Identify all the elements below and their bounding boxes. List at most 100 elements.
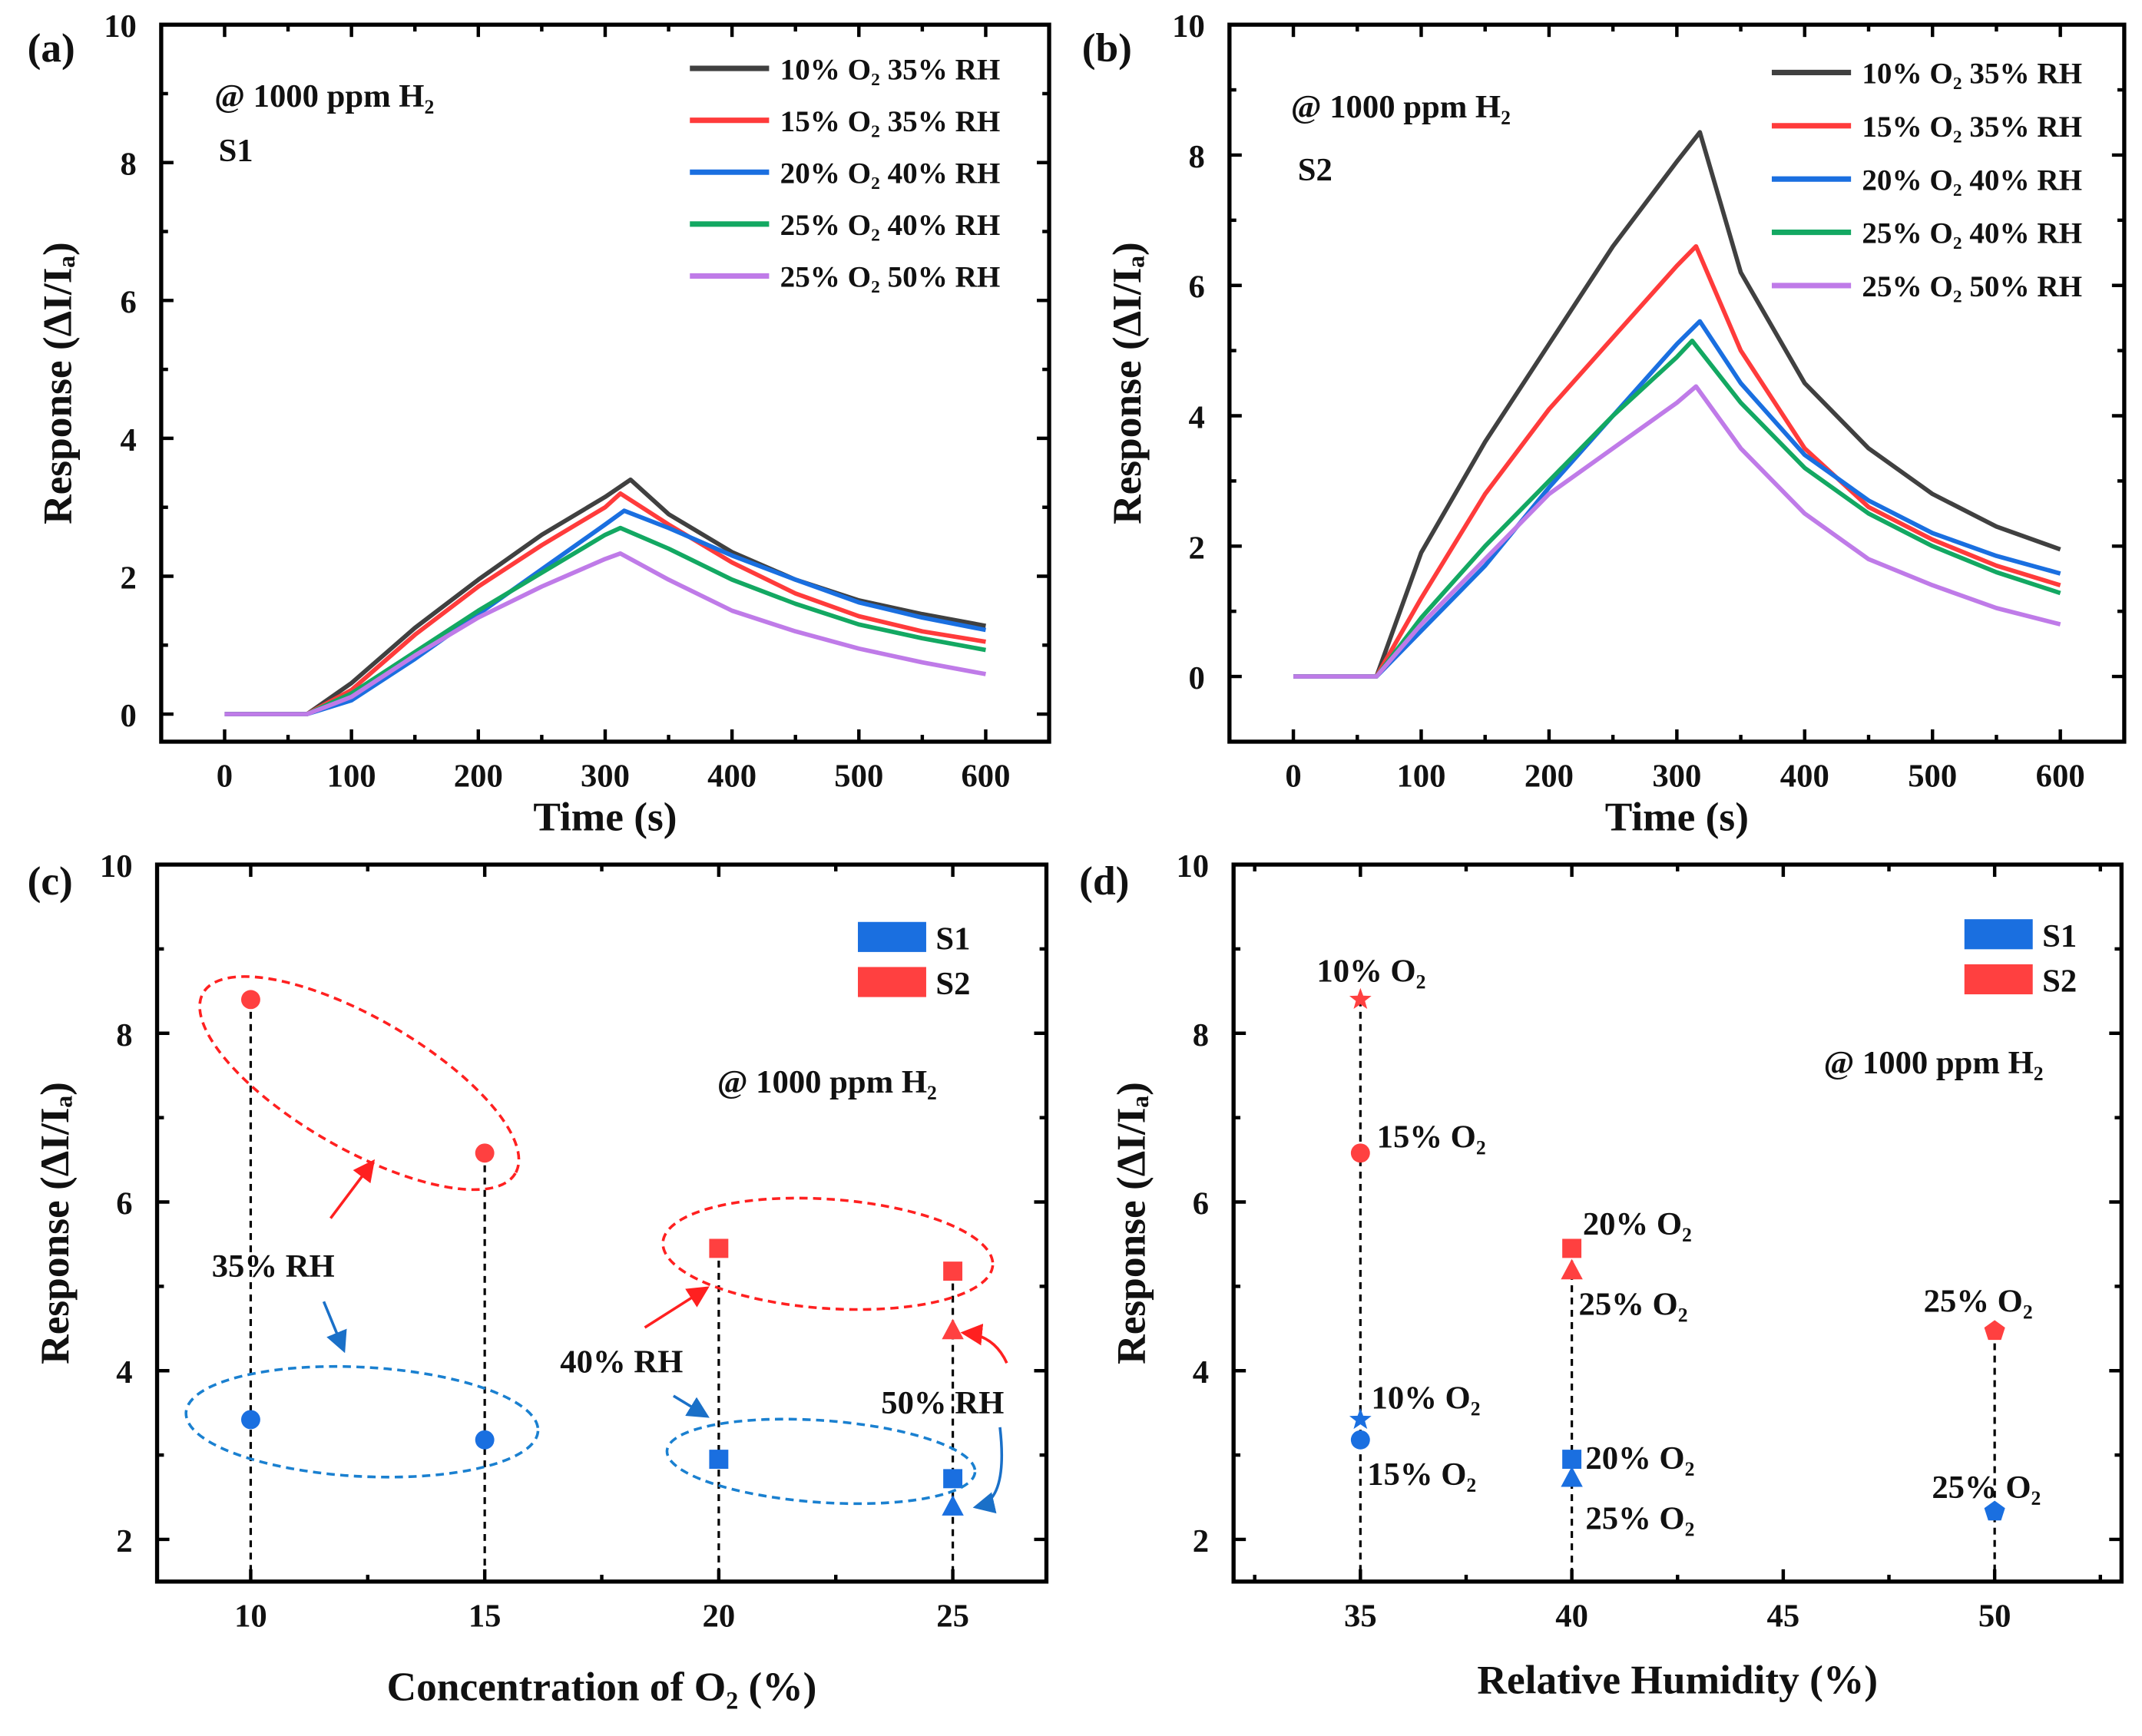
y-tick-label: 8 [1188, 139, 1204, 175]
y-tick-label: 4 [1193, 1354, 1209, 1390]
annotation-text: 40% RH [560, 1344, 683, 1381]
arrow-icon [960, 1324, 1008, 1364]
legend-label: 10% O₂ 35% RH [1862, 58, 2082, 91]
legend-label: 20% O₂ 40% RH [1862, 164, 2082, 197]
marker-square [709, 1238, 729, 1258]
marker-square [943, 1261, 963, 1281]
y-axis-label: Response (ΔI/Iₐ) [1108, 1082, 1154, 1364]
arrow-icon [672, 1394, 710, 1418]
legend-label: 25% O₂ 50% RH [780, 261, 1001, 294]
marker-triangle [942, 1495, 964, 1516]
legend-label: S2 [935, 966, 970, 1002]
point-label: 10% O₂ [1372, 1381, 1481, 1417]
panel-label: (a) [28, 25, 75, 71]
x-tick-label: 200 [1525, 759, 1574, 795]
panel-b: (b) 0 100 200 300 400 500 600 0 2 4 6 8 10 Time (s) Res… [1082, 8, 2127, 840]
legend-label: 25% O₂ 40% RH [1862, 217, 2082, 250]
series-line [1293, 130, 2061, 679]
annotation-text: S1 [219, 133, 253, 169]
arrow-icon [644, 1286, 710, 1329]
x-tick-label: 45 [1767, 1599, 1800, 1635]
x-tick-label: 400 [707, 759, 756, 795]
x-tick-label: 300 [1652, 759, 1701, 795]
x-tick-label: 300 [581, 759, 630, 795]
x-tick-label: 100 [327, 759, 376, 795]
series-line [1293, 319, 2061, 679]
panel-d: (d) 35 40 45 50 2 4 6 8 10 Relative Humidity (%) Re… [1079, 848, 2124, 1703]
point-label: 15% O₂ [1367, 1457, 1476, 1493]
series-line [224, 508, 987, 716]
x-tick-label: 10 [234, 1599, 267, 1635]
point-label: 10% O₂ [1316, 954, 1425, 990]
legend-label: S1 [935, 921, 970, 957]
x-tick-label: 500 [1908, 759, 1957, 795]
panel-c: (c) 10 15 20 25 2 4 6 8 10 Concentration of O₂ (%)… [28, 848, 1049, 1710]
x-tick-label: 600 [2036, 759, 2085, 795]
ellipse-40rh-s1 [665, 1417, 977, 1506]
legend-label: 15% O₂ 35% RH [780, 105, 1001, 138]
panel-c-annotations [184, 975, 995, 1506]
panel-label: (c) [28, 858, 73, 904]
marker-circle [240, 990, 260, 1010]
x-tick-label: 400 [1780, 759, 1829, 795]
y-tick-label: 2 [116, 1523, 132, 1559]
point-label: 20% O₂ [1585, 1440, 1694, 1476]
x-axis-label: Time (s) [533, 794, 677, 840]
y-tick-label: 0 [1188, 660, 1204, 696]
y-tick-label: 6 [1193, 1186, 1209, 1222]
y-axis-label: Response (ΔI/Iₐ) [34, 242, 80, 524]
legend-swatch [1964, 919, 2033, 950]
marker-pentagon [1984, 1320, 2005, 1341]
x-axis-label: Relative Humidity (%) [1477, 1657, 1878, 1703]
marker-circle [1350, 1143, 1370, 1163]
x-tick-label: 100 [1396, 759, 1445, 795]
y-tick-label: 2 [121, 560, 137, 596]
y-tick-label: 10 [100, 848, 133, 885]
x-tick-label: 200 [454, 759, 503, 795]
marker-triangle [1561, 1466, 1583, 1487]
y-tick-label: 10 [1172, 8, 1205, 45]
arrow-icon [972, 1427, 1004, 1514]
legend-label: S1 [2042, 918, 2077, 954]
series-line [224, 477, 986, 716]
legend-label: S2 [2042, 963, 2077, 999]
y-tick-label: 4 [1188, 400, 1204, 436]
point-label: 25% O₂ [1578, 1287, 1687, 1323]
x-tick-label: 25 [936, 1599, 969, 1635]
x-tick-label: 15 [468, 1599, 502, 1635]
ellipse-35rh-s2 [198, 975, 521, 1192]
marker-circle [475, 1430, 495, 1450]
annotation-text: 35% RH [212, 1248, 335, 1285]
legend-swatch [858, 921, 926, 952]
legend-label: 10% O₂ 35% RH [780, 53, 1001, 86]
panel-a: (a) 0 100 200 300 400 500 600 0 2 4 6 8 10 Time (s) Res… [28, 8, 1051, 840]
y-tick-label: 8 [1193, 1017, 1209, 1053]
point-label: 25% O₂ [1932, 1470, 2041, 1506]
x-tick-label: 50 [1978, 1599, 2011, 1635]
y-tick-label: 8 [116, 1017, 132, 1053]
series-line [1293, 384, 2061, 679]
panel-c-arrows [322, 1159, 1008, 1514]
legend-label: 25% O₂ 40% RH [780, 209, 1001, 242]
y-tick-label: 2 [1188, 530, 1204, 566]
marker-square [943, 1469, 963, 1489]
point-label: 25% O₂ [1924, 1284, 2033, 1320]
marker-circle [240, 1410, 260, 1430]
panel-label: (b) [1082, 25, 1132, 71]
annotation-text: @ 1000 ppm H₂ [1291, 89, 1511, 125]
arrow-icon [322, 1301, 347, 1354]
y-tick-label: 4 [121, 422, 137, 458]
y-tick-label: 6 [116, 1186, 132, 1222]
annotation-text: S2 [1298, 152, 1333, 188]
legend-label: 15% O₂ 35% RH [1862, 111, 2082, 144]
y-tick-label: 0 [121, 698, 137, 734]
annotation-text: 50% RH [881, 1385, 1004, 1421]
legend-label: 25% O₂ 50% RH [1862, 270, 2082, 303]
marker-pentagon [1984, 1500, 2005, 1521]
y-tick-label: 8 [121, 147, 137, 183]
y-tick-label: 2 [1193, 1523, 1209, 1559]
x-tick-label: 500 [834, 759, 883, 795]
x-tick-label: 20 [703, 1599, 736, 1635]
x-axis-label: Concentration of O₂ (%) [387, 1664, 817, 1710]
